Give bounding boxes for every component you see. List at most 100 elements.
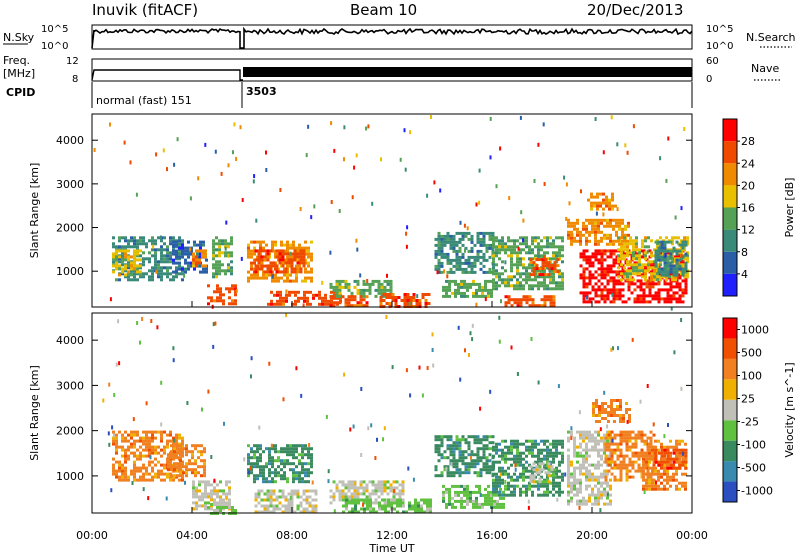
data-cell — [284, 270, 288, 274]
data-cell — [660, 445, 663, 449]
data-cell — [639, 282, 643, 286]
data-cell — [268, 480, 271, 484]
data-cell — [281, 249, 285, 253]
data-cell — [522, 236, 525, 240]
data-cell — [660, 466, 663, 470]
data-cell — [642, 282, 646, 286]
data-cell — [148, 251, 151, 255]
data-cell — [612, 218, 615, 222]
data-cell — [212, 257, 215, 261]
data-cell — [525, 445, 528, 449]
data-cell — [204, 252, 207, 256]
data-cell — [672, 246, 676, 250]
data-cell — [304, 444, 307, 448]
data-cell — [549, 448, 552, 452]
data-cell — [157, 236, 160, 240]
data-cell — [597, 490, 600, 494]
data-cell — [522, 257, 525, 261]
data-cell — [531, 445, 534, 449]
data-point — [113, 393, 116, 397]
data-cell — [617, 275, 620, 279]
data-cell — [190, 246, 193, 250]
data-cell — [666, 487, 669, 491]
data-cell — [671, 257, 674, 261]
data-cell — [540, 239, 543, 243]
data-cell — [281, 258, 285, 262]
data-cell — [622, 417, 625, 420]
data-cell — [585, 460, 588, 464]
data-cell — [513, 287, 516, 291]
data-cell — [623, 236, 626, 240]
data-cell — [546, 454, 549, 458]
data-cell — [463, 279, 466, 283]
data-cell — [579, 502, 582, 506]
data-cell — [227, 245, 230, 249]
data-cell — [654, 282, 658, 286]
data-cell — [198, 249, 201, 253]
data-cell — [603, 288, 607, 292]
data-cell — [287, 501, 291, 505]
data-cell — [231, 287, 234, 291]
data-cell — [266, 255, 270, 259]
data-cell — [634, 442, 638, 446]
data-cell — [201, 495, 204, 499]
data-cell — [576, 221, 579, 225]
data-cell — [473, 258, 477, 262]
data-cell — [467, 255, 471, 259]
data-cell — [193, 240, 196, 244]
data-point — [557, 384, 560, 389]
data-cell — [593, 201, 596, 205]
data-cell — [121, 475, 124, 479]
data-cell — [597, 261, 601, 265]
data-cell — [625, 475, 629, 479]
data-point — [606, 424, 609, 429]
data-cell — [470, 264, 474, 268]
data-cell — [392, 480, 396, 484]
data-cell — [668, 275, 671, 279]
data-cell — [311, 504, 315, 508]
data-cell — [195, 486, 198, 490]
data-cell — [492, 236, 495, 240]
data-cell — [678, 442, 681, 446]
data-cell — [391, 296, 395, 299]
data-cell — [434, 435, 438, 439]
data-cell — [616, 414, 619, 417]
data-cell — [272, 264, 276, 268]
data-cell — [633, 282, 637, 286]
data-cell — [641, 242, 644, 246]
data-cell — [136, 249, 139, 253]
data-cell — [532, 477, 536, 481]
data-cell — [253, 276, 256, 280]
data-cell — [145, 257, 148, 261]
data-cell — [597, 221, 600, 225]
data-cell — [606, 242, 609, 246]
data-cell — [142, 442, 145, 446]
data-cell — [278, 507, 282, 511]
data-cell — [263, 270, 267, 274]
data-cell — [314, 492, 318, 496]
data-cell — [298, 459, 301, 463]
data-cell — [259, 468, 262, 472]
data-cell — [179, 462, 182, 466]
data-cell — [145, 242, 148, 246]
data-cell — [493, 499, 496, 503]
data-cell — [678, 487, 681, 491]
data-cell — [163, 266, 166, 270]
data-cell — [510, 263, 513, 267]
data-cell — [301, 444, 304, 448]
data-cell — [502, 490, 505, 494]
data-cell — [210, 498, 213, 502]
data-cell — [495, 275, 498, 279]
data-cell — [576, 451, 579, 455]
data-cell — [130, 451, 133, 455]
data-cell — [324, 293, 327, 297]
data-cell — [610, 460, 614, 464]
data-cell — [684, 282, 688, 286]
data-cell — [513, 478, 516, 482]
data-cell — [623, 272, 626, 276]
data-cell — [356, 282, 360, 286]
data-cell — [253, 453, 256, 457]
data-cell — [492, 245, 495, 249]
data-cell — [127, 278, 130, 282]
data-cell — [408, 501, 411, 505]
